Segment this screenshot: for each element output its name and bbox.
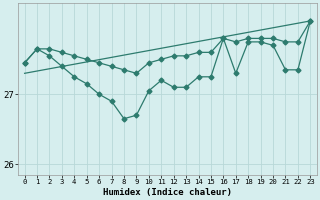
X-axis label: Humidex (Indice chaleur): Humidex (Indice chaleur) xyxy=(103,188,232,197)
